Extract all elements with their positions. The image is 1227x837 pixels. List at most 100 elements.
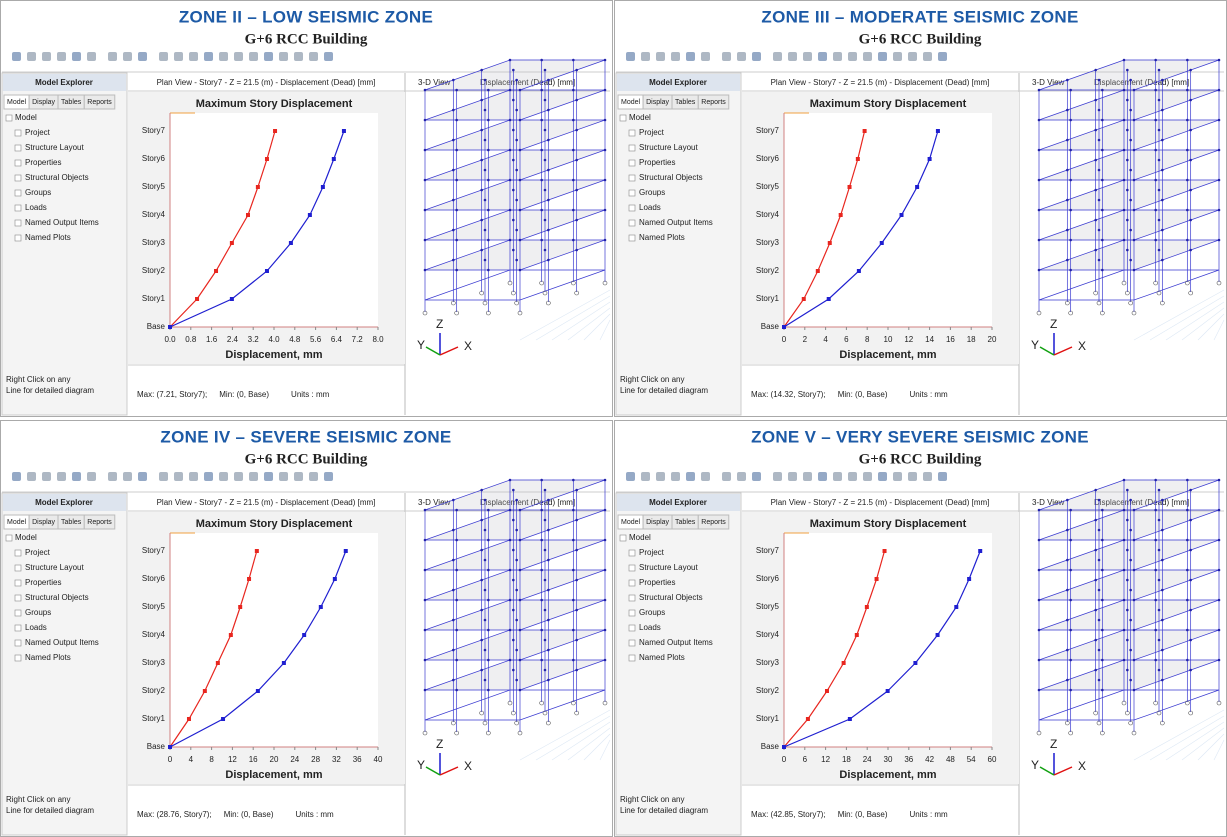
toolbar-button[interactable] <box>818 52 827 61</box>
toolbar-button[interactable] <box>863 472 872 481</box>
tree-toggle[interactable] <box>629 130 635 136</box>
tree-item[interactable]: Named Output Items <box>639 218 713 227</box>
explorer-tab[interactable]: Model <box>621 519 641 526</box>
explorer-tab[interactable]: Display <box>646 519 669 526</box>
toolbar-button[interactable] <box>671 472 680 481</box>
toolbar-button[interactable] <box>174 472 183 481</box>
toolbar-button[interactable] <box>249 472 258 481</box>
toolbar-button[interactable] <box>42 52 51 61</box>
toolbar-button[interactable] <box>737 52 746 61</box>
toolbar-button[interactable] <box>722 472 731 481</box>
toolbar-button[interactable] <box>893 472 902 481</box>
toolbar-button[interactable] <box>788 472 797 481</box>
tree-toggle[interactable] <box>15 175 21 181</box>
toolbar-button[interactable] <box>264 52 273 61</box>
tree-item[interactable]: Groups <box>25 608 51 617</box>
tree-item[interactable]: Loads <box>639 203 661 212</box>
toolbar-button[interactable] <box>773 472 782 481</box>
toolbar-button[interactable] <box>938 52 947 61</box>
toolbar-button[interactable] <box>108 472 117 481</box>
toolbar-button[interactable] <box>626 52 635 61</box>
toolbar-button[interactable] <box>204 52 213 61</box>
toolbar-button[interactable] <box>701 472 710 481</box>
tree-item[interactable]: Named Plots <box>639 653 685 662</box>
tree-toggle[interactable] <box>629 550 635 556</box>
tree-toggle[interactable] <box>629 220 635 226</box>
toolbar-button[interactable] <box>803 472 812 481</box>
toolbar-button[interactable] <box>87 472 96 481</box>
tree-item[interactable]: Project <box>639 128 665 137</box>
explorer-tab[interactable]: Display <box>32 519 55 526</box>
tree-toggle[interactable] <box>6 115 12 121</box>
tree-toggle[interactable] <box>629 610 635 616</box>
tree-item[interactable]: Groups <box>639 188 665 197</box>
toolbar-button[interactable] <box>27 472 36 481</box>
toolbar-button[interactable] <box>123 472 132 481</box>
tree-root[interactable]: Model <box>629 113 651 122</box>
tree-toggle[interactable] <box>629 595 635 601</box>
tree-toggle[interactable] <box>629 580 635 586</box>
toolbar-button[interactable] <box>752 472 761 481</box>
explorer-tab[interactable]: Tables <box>61 99 82 106</box>
toolbar-button[interactable] <box>656 52 665 61</box>
tree-toggle[interactable] <box>6 535 12 541</box>
toolbar-button[interactable] <box>923 472 932 481</box>
toolbar-button[interactable] <box>833 52 842 61</box>
tree-item[interactable]: Structural Objects <box>639 173 703 182</box>
tree-item[interactable]: Groups <box>25 188 51 197</box>
toolbar-button[interactable] <box>626 472 635 481</box>
tree-toggle[interactable] <box>15 655 21 661</box>
toolbar-button[interactable] <box>737 472 746 481</box>
toolbar-button[interactable] <box>863 52 872 61</box>
toolbar-button[interactable] <box>42 472 51 481</box>
explorer-tab[interactable]: Model <box>621 99 641 106</box>
tree-item[interactable]: Project <box>639 548 665 557</box>
toolbar-button[interactable] <box>923 52 932 61</box>
explorer-tab[interactable]: Tables <box>61 519 82 526</box>
toolbar-button[interactable] <box>752 52 761 61</box>
explorer-tab[interactable]: Reports <box>701 519 726 526</box>
toolbar-button[interactable] <box>123 52 132 61</box>
toolbar-button[interactable] <box>788 52 797 61</box>
toolbar-button[interactable] <box>189 52 198 61</box>
tree-root[interactable]: Model <box>15 113 37 122</box>
toolbar-button[interactable] <box>27 52 36 61</box>
explorer-tab[interactable]: Display <box>646 99 669 106</box>
toolbar-button[interactable] <box>908 472 917 481</box>
tree-toggle[interactable] <box>629 565 635 571</box>
toolbar-button[interactable] <box>57 52 66 61</box>
toolbar-button[interactable] <box>174 52 183 61</box>
tree-toggle[interactable] <box>629 205 635 211</box>
tree-toggle[interactable] <box>629 235 635 241</box>
tree-toggle[interactable] <box>15 565 21 571</box>
toolbar-button[interactable] <box>722 52 731 61</box>
tree-toggle[interactable] <box>15 130 21 136</box>
tree-item[interactable]: Structural Objects <box>25 593 89 602</box>
toolbar-button[interactable] <box>57 472 66 481</box>
tree-item[interactable]: Structural Objects <box>25 173 89 182</box>
explorer-tab[interactable]: Model <box>7 519 27 526</box>
toolbar-button[interactable] <box>138 472 147 481</box>
tree-toggle[interactable] <box>15 595 21 601</box>
toolbar-button[interactable] <box>138 52 147 61</box>
toolbar-button[interactable] <box>324 52 333 61</box>
toolbar-button[interactable] <box>309 472 318 481</box>
tree-toggle[interactable] <box>629 655 635 661</box>
tree-item[interactable]: Project <box>25 128 51 137</box>
toolbar-button[interactable] <box>833 472 842 481</box>
toolbar-button[interactable] <box>72 52 81 61</box>
toolbar-button[interactable] <box>878 52 887 61</box>
tree-item[interactable]: Properties <box>639 578 675 587</box>
tree-toggle[interactable] <box>629 160 635 166</box>
toolbar-button[interactable] <box>893 52 902 61</box>
tree-root[interactable]: Model <box>629 533 651 542</box>
toolbar-button[interactable] <box>219 472 228 481</box>
toolbar-button[interactable] <box>309 52 318 61</box>
tree-toggle[interactable] <box>15 625 21 631</box>
tree-item[interactable]: Named Plots <box>639 233 685 242</box>
toolbar-button[interactable] <box>324 472 333 481</box>
explorer-tab[interactable]: Model <box>7 99 27 106</box>
toolbar-button[interactable] <box>279 472 288 481</box>
tree-toggle[interactable] <box>629 145 635 151</box>
tree-toggle[interactable] <box>15 640 21 646</box>
